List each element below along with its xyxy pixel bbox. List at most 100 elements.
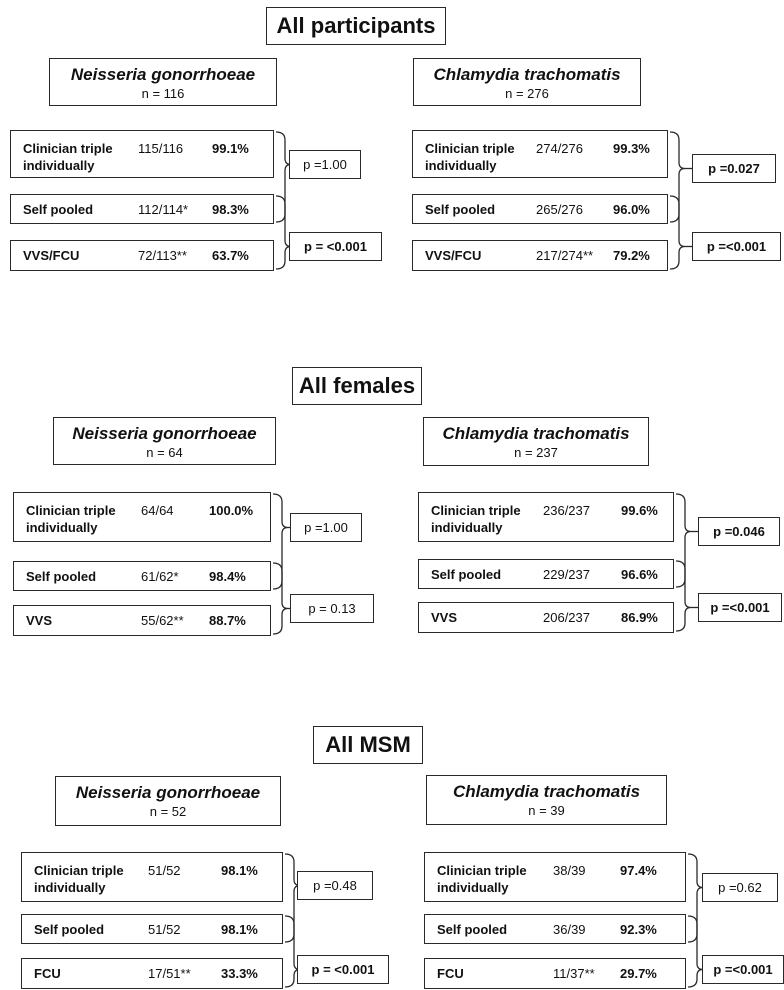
test-label: Clinician triple individually	[23, 141, 113, 173]
pathogen-name: Neisseria gonorrhoeae	[70, 65, 256, 84]
sample-size: n = 276	[505, 86, 549, 101]
positive-fraction: 38/39	[553, 863, 586, 878]
positive-fraction: 229/237	[543, 567, 590, 582]
test-label: Self pooled	[34, 922, 105, 937]
comparison-bracket	[669, 195, 686, 270]
sample-size: n = 52	[149, 804, 187, 819]
sensitivity-percent: 99.6%	[621, 503, 658, 518]
positive-fraction: 51/52	[148, 922, 181, 937]
p-value-box: p =<0.001	[698, 593, 782, 622]
test-label: Self pooled	[425, 202, 496, 217]
sensitivity-percent: 98.4%	[209, 569, 246, 584]
comparison-bracket	[669, 131, 686, 223]
sensitivity-percent: 86.9%	[621, 610, 658, 625]
test-row: VVS 206/237 86.9%	[418, 602, 674, 633]
positive-fraction: 36/39	[553, 922, 586, 937]
test-label: VVS/FCU	[425, 248, 482, 263]
test-label: Self pooled	[26, 569, 97, 584]
sensitivity-percent: 33.3%	[221, 966, 258, 981]
pathogen-name: Neisseria gonorrhoeae	[72, 424, 257, 443]
p-value-box: p =0.046	[698, 517, 780, 546]
positive-fraction: 17/51**	[148, 966, 191, 981]
test-row: Self pooled 36/39 92.3%	[424, 914, 686, 944]
test-row: FCU 11/37** 29.7%	[424, 958, 686, 989]
p-value-box: p = 0.13	[290, 594, 374, 623]
sample-size: n = 64	[146, 445, 183, 460]
test-row: Self pooled 112/114* 98.3%	[10, 194, 274, 224]
test-label: Self pooled	[437, 922, 508, 937]
sensitivity-percent: 97.4%	[620, 863, 657, 878]
test-row: Self pooled 61/62* 98.4%	[13, 561, 271, 591]
test-row: Clinician triple individually 236/237 99.6…	[418, 492, 674, 542]
p-value-box: p =1.00	[290, 513, 362, 542]
sample-size: n = 237	[514, 445, 558, 460]
test-label: Clinician triple individually	[431, 503, 521, 535]
positive-fraction: 51/52	[148, 863, 181, 878]
pathogen-header: Neisseria gonorrhoeae n = 64	[53, 417, 276, 465]
test-row: Clinician triple individually 64/64 100.0%	[13, 492, 271, 542]
positive-fraction: 11/37**	[553, 966, 595, 981]
positive-fraction: 274/276	[536, 141, 583, 156]
positive-fraction: 64/64	[141, 503, 174, 518]
sensitivity-percent: 92.3%	[620, 922, 657, 937]
sensitivity-percent: 98.1%	[221, 922, 258, 937]
comparison-bracket	[675, 493, 692, 588]
positive-fraction: 236/237	[543, 503, 590, 518]
positive-fraction: 61/62*	[141, 569, 179, 584]
test-label: VVS	[26, 613, 53, 628]
test-label: Clinician triple individually	[26, 503, 116, 535]
test-row: Clinician triple individually 115/116 99.1…	[10, 130, 274, 178]
positive-fraction: 55/62**	[141, 613, 184, 628]
test-label: Self pooled	[23, 202, 94, 217]
test-row: FCU 17/51** 33.3%	[21, 958, 283, 989]
sensitivity-percent: 100.0%	[209, 503, 254, 518]
positive-fraction: 72/113**	[138, 248, 187, 263]
test-row: Clinician triple individually 274/276 99.3…	[412, 130, 668, 178]
test-label: FCU	[34, 966, 61, 981]
test-row: VVS/FCU 72/113** 63.7%	[10, 240, 274, 271]
test-row: VVS/FCU 217/274** 79.2%	[412, 240, 668, 271]
positive-fraction: 115/116	[138, 141, 184, 156]
test-row: Clinician triple individually 51/52 98.1%	[21, 852, 283, 902]
p-value-box: p =<0.001	[692, 232, 781, 261]
p-value-box: p =0.48	[297, 871, 373, 900]
test-label: Clinician triple individually	[425, 141, 515, 173]
test-label: Clinician triple individually	[34, 863, 124, 895]
pathogen-header: Chlamydia trachomatis n = 237	[423, 417, 649, 466]
test-label: VVS/FCU	[23, 248, 80, 263]
test-row: Self pooled 51/52 98.1%	[21, 914, 283, 944]
sample-size: n = 116	[141, 86, 185, 101]
pathogen-name: Chlamydia trachomatis	[433, 65, 621, 84]
p-value-box: p =1.00	[289, 150, 361, 179]
positive-fraction: 206/237	[543, 610, 590, 625]
sensitivity-percent: 88.7%	[209, 613, 246, 628]
section-title: All participants	[266, 7, 446, 45]
sensitivity-percent: 98.3%	[212, 202, 249, 217]
p-value-box: p =0.027	[692, 154, 776, 183]
positive-fraction: 265/276	[536, 202, 583, 217]
sensitivity-percent: 79.2%	[613, 248, 650, 263]
comparison-bracket	[272, 493, 289, 590]
test-label: Clinician triple individually	[437, 863, 527, 895]
p-value-box: p = <0.001	[289, 232, 382, 261]
pathogen-header: Neisseria gonorrhoeae n = 116	[49, 58, 277, 106]
p-value-box: p =0.62	[702, 873, 778, 902]
section-title: All MSM	[313, 726, 423, 764]
sample-size: n = 39	[528, 803, 565, 818]
test-row: VVS 55/62** 88.7%	[13, 605, 271, 636]
pathogen-header: Chlamydia trachomatis n = 39	[426, 775, 667, 825]
positive-fraction: 112/114*	[138, 202, 189, 217]
test-row: Self pooled 229/237 96.6%	[418, 559, 674, 589]
comparison-bracket	[687, 915, 704, 988]
test-row: Clinician triple individually 38/39 97.4%	[424, 852, 686, 902]
section-title: All females	[292, 367, 422, 405]
sensitivity-percent: 96.6%	[621, 567, 658, 582]
pathogen-name: Chlamydia trachomatis	[452, 782, 641, 801]
sensitivity-percent: 29.7%	[620, 966, 657, 981]
test-label: Self pooled	[431, 567, 502, 582]
test-label: VVS	[431, 610, 458, 625]
sensitivity-percent: 63.7%	[212, 248, 249, 263]
comparison-bracket	[687, 853, 704, 943]
pathogen-header: Neisseria gonorrhoeae n = 52	[55, 776, 281, 826]
sensitivity-percent: 99.3%	[613, 141, 650, 156]
